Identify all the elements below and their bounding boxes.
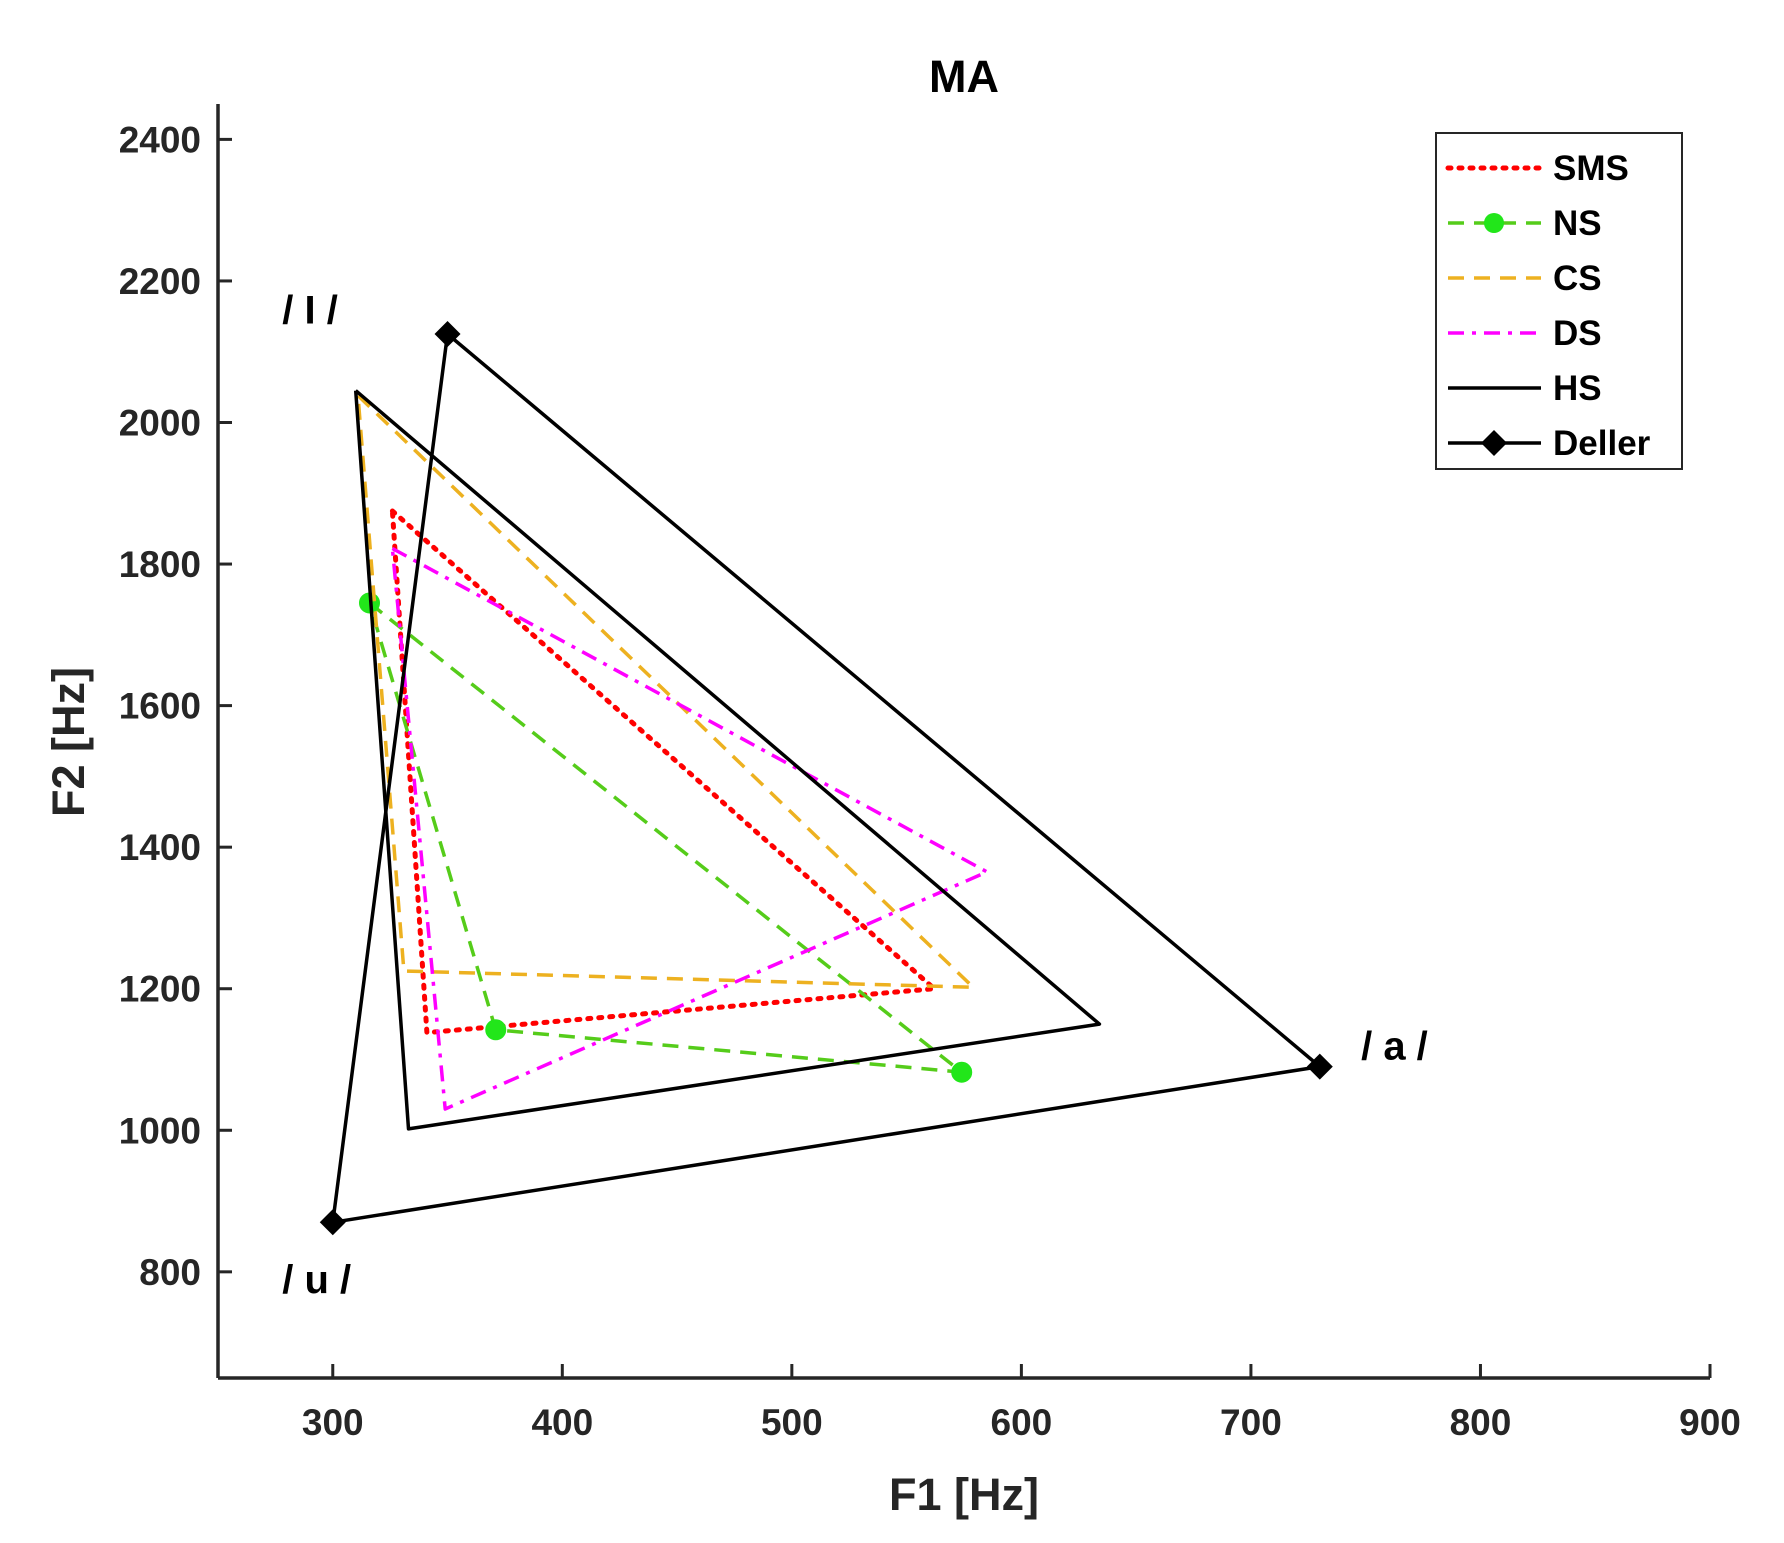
- chart-title: MA: [929, 51, 999, 102]
- series-line-sms: [389, 508, 937, 1036]
- x-tick-label: 300: [302, 1402, 364, 1443]
- data-point: [951, 1061, 973, 1083]
- legend-box: [1435, 132, 1683, 470]
- y-tick-label: 1200: [119, 969, 201, 1010]
- annotation-layer: / I / / a / / u /: [282, 288, 1428, 1302]
- y-tick-label: 800: [139, 1252, 201, 1293]
- y-tick-label: 1000: [119, 1110, 201, 1151]
- legend-label: HS: [1553, 369, 1602, 408]
- y-tick-label: 2000: [119, 403, 201, 444]
- x-axis-label: F1 [Hz]: [889, 1469, 1039, 1520]
- series-layer: [319, 321, 1333, 1236]
- legend-item-hs: HS: [1448, 369, 1602, 408]
- x-tick-label: 900: [1679, 1402, 1741, 1443]
- series-ds: [390, 546, 989, 1111]
- legend-label: DS: [1553, 314, 1602, 353]
- x-tick-label: 800: [1450, 1402, 1512, 1443]
- legend-label: CS: [1553, 259, 1602, 298]
- x-tick-label: 600: [991, 1402, 1053, 1443]
- y-tick-label: 1800: [119, 544, 201, 585]
- legend-label: NS: [1553, 204, 1602, 243]
- vowel-label: / I /: [282, 288, 338, 332]
- legend-item-ds: DS: [1448, 314, 1602, 353]
- vowel-label: / u /: [282, 1258, 351, 1302]
- x-tick-label: 700: [1220, 1402, 1282, 1443]
- data-point: [434, 321, 461, 348]
- series-line-cs: [356, 394, 975, 990]
- y-tick-label: 1600: [119, 686, 201, 727]
- x-tick-label: 500: [761, 1402, 823, 1443]
- legend-marker: [1484, 213, 1504, 233]
- legend-item-ns: NS: [1448, 204, 1602, 243]
- y-tick-label: 2200: [119, 261, 201, 302]
- series-hs: [353, 389, 1102, 1131]
- vowel-label: / a /: [1361, 1025, 1428, 1069]
- y-ticks: 800 1000 1200 1400 1600 1800 2000 2200 2400: [119, 119, 232, 1293]
- series-line-ds: [390, 546, 989, 1111]
- data-point: [319, 1209, 346, 1236]
- y-tick-label: 2400: [119, 119, 201, 160]
- legend-label: SMS: [1553, 149, 1629, 188]
- data-point: [1306, 1053, 1333, 1080]
- legend-label: Deller: [1553, 424, 1651, 463]
- series-line-ns: [367, 601, 964, 1074]
- y-tick-label: 1400: [119, 827, 201, 868]
- y-axis-label: F2 [Hz]: [43, 667, 94, 817]
- legend-item-sms: SMS: [1445, 149, 1629, 188]
- x-ticks: 300 400 500 600 700 800 900: [302, 1364, 1741, 1443]
- series-line-deller: [331, 332, 1322, 1225]
- legend: SMS NS CS DS HS Deller: [1435, 132, 1683, 470]
- data-point: [485, 1019, 507, 1041]
- series-sms: [389, 508, 937, 1036]
- legend-item-deller: Deller: [1448, 424, 1651, 463]
- legend-item-cs: CS: [1448, 259, 1602, 298]
- series-cs: [356, 394, 975, 990]
- legend-marker: [1481, 430, 1507, 456]
- series-deller: [319, 321, 1333, 1236]
- x-tick-label: 400: [531, 1402, 593, 1443]
- series-line-hs: [353, 389, 1102, 1131]
